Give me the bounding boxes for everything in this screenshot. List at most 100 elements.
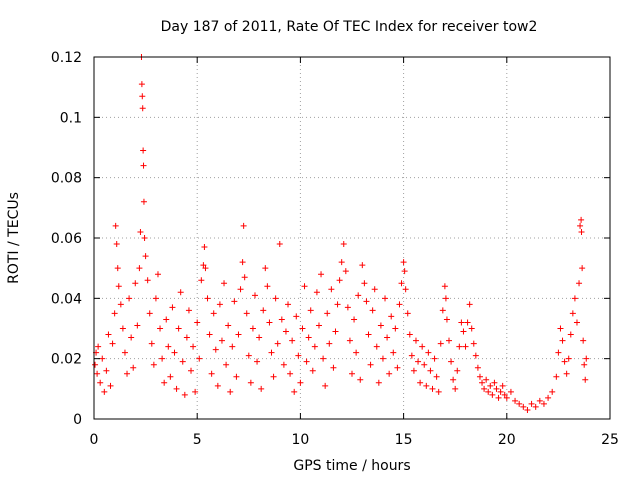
data-point bbox=[400, 259, 407, 266]
data-point bbox=[295, 352, 302, 359]
data-point bbox=[264, 283, 271, 290]
data-point bbox=[159, 355, 166, 362]
data-point bbox=[175, 325, 182, 332]
data-point bbox=[179, 358, 186, 365]
data-point bbox=[353, 349, 360, 356]
data-point bbox=[446, 337, 453, 344]
data-point bbox=[357, 376, 364, 383]
data-point bbox=[569, 310, 576, 317]
data-point bbox=[499, 382, 506, 389]
data-point bbox=[266, 319, 273, 326]
data-point bbox=[137, 228, 144, 235]
data-points bbox=[92, 54, 590, 413]
data-point bbox=[216, 301, 223, 308]
data-point bbox=[577, 222, 584, 229]
data-point bbox=[201, 244, 208, 251]
data-point bbox=[115, 283, 122, 290]
data-point bbox=[240, 222, 247, 229]
data-point bbox=[208, 370, 215, 377]
data-point bbox=[452, 385, 459, 392]
data-point bbox=[202, 265, 209, 272]
data-point bbox=[311, 343, 318, 350]
data-point bbox=[154, 271, 161, 278]
chart-title: Day 187 of 2011, Rate Of TEC Index for r… bbox=[161, 19, 538, 35]
data-point bbox=[408, 352, 415, 359]
x-tick-label: 20 bbox=[498, 432, 516, 448]
data-point bbox=[330, 364, 337, 371]
data-point bbox=[528, 400, 535, 407]
data-point bbox=[401, 268, 408, 275]
data-point bbox=[303, 358, 310, 365]
data-point bbox=[479, 379, 486, 386]
data-point bbox=[382, 295, 389, 302]
data-point bbox=[322, 382, 329, 389]
data-point bbox=[582, 376, 589, 383]
data-point bbox=[324, 310, 331, 317]
data-point bbox=[532, 403, 539, 410]
data-point bbox=[152, 295, 159, 302]
data-point bbox=[580, 337, 587, 344]
data-point bbox=[421, 361, 428, 368]
data-point bbox=[567, 331, 574, 338]
data-point bbox=[425, 349, 432, 356]
data-point bbox=[291, 388, 298, 395]
data-point bbox=[274, 340, 281, 347]
y-tick-label: 0.06 bbox=[51, 231, 82, 247]
data-point bbox=[260, 307, 267, 314]
data-point bbox=[157, 325, 164, 332]
data-point bbox=[140, 162, 147, 169]
data-point bbox=[553, 373, 560, 380]
data-point bbox=[173, 385, 180, 392]
data-point bbox=[144, 277, 151, 284]
y-tick-label: 0.12 bbox=[51, 50, 82, 66]
data-point bbox=[210, 310, 217, 317]
data-point bbox=[262, 265, 269, 272]
data-point bbox=[171, 349, 178, 356]
data-point bbox=[105, 331, 112, 338]
data-point bbox=[218, 337, 225, 344]
data-point bbox=[435, 388, 442, 395]
data-point bbox=[289, 337, 296, 344]
data-point bbox=[247, 379, 254, 386]
data-point bbox=[204, 295, 211, 302]
data-point bbox=[276, 241, 283, 248]
data-point bbox=[442, 295, 449, 302]
data-point bbox=[256, 334, 263, 341]
data-point bbox=[239, 259, 246, 266]
data-point bbox=[336, 277, 343, 284]
data-point bbox=[280, 361, 287, 368]
x-tick-label: 25 bbox=[601, 432, 619, 448]
data-point bbox=[404, 310, 411, 317]
data-point bbox=[318, 271, 325, 278]
data-point bbox=[237, 286, 244, 293]
data-point bbox=[448, 358, 455, 365]
data-point bbox=[285, 301, 292, 308]
data-point bbox=[138, 81, 145, 88]
data-point bbox=[99, 355, 106, 362]
data-point bbox=[301, 283, 308, 290]
data-point bbox=[128, 334, 135, 341]
data-point bbox=[315, 322, 322, 329]
data-point bbox=[177, 289, 184, 296]
data-point bbox=[297, 379, 304, 386]
data-point bbox=[520, 403, 527, 410]
data-point bbox=[241, 274, 248, 281]
data-point bbox=[192, 388, 199, 395]
data-point bbox=[227, 388, 234, 395]
data-point bbox=[130, 364, 137, 371]
data-point bbox=[249, 325, 256, 332]
data-point bbox=[282, 328, 289, 335]
data-point bbox=[581, 361, 588, 368]
data-point bbox=[578, 216, 585, 223]
data-point bbox=[365, 331, 372, 338]
data-point bbox=[167, 373, 174, 380]
data-point bbox=[346, 337, 353, 344]
data-point bbox=[169, 304, 176, 311]
data-point bbox=[489, 391, 496, 398]
data-point bbox=[460, 328, 467, 335]
data-point bbox=[134, 322, 141, 329]
data-point bbox=[235, 331, 242, 338]
data-point bbox=[194, 319, 201, 326]
data-point bbox=[470, 340, 477, 347]
data-point bbox=[140, 147, 147, 154]
